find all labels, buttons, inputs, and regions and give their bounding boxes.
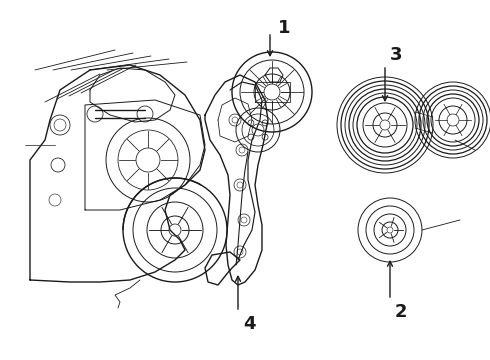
Text: 1: 1 [278,19,291,37]
Text: 3: 3 [390,46,402,64]
Text: 2: 2 [395,303,408,321]
Text: 4: 4 [243,315,255,333]
